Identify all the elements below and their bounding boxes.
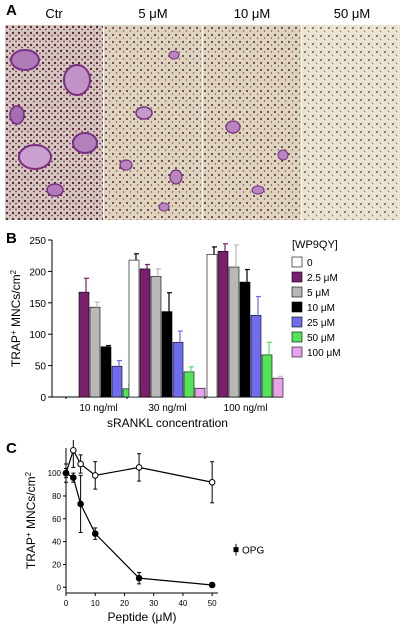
panel-b-letter: B [6,230,17,247]
y-axis-label: TRAP+ MNCs/cm2 [24,471,39,569]
bar [139,268,151,398]
x-tick-label: 30 [149,599,158,608]
y-tick-label: 250 [29,236,46,247]
legend-swatch [291,316,303,328]
data-point [208,478,216,486]
legend-swatch [291,256,303,268]
micrograph-5um [104,25,202,220]
data-point [208,581,216,589]
bar [228,266,240,398]
y-tick-label: 0 [57,583,62,592]
line-chart-panel-c: 0 20 40 60 80 100 0 10 20 30 40 50 TRAP+ MNCs/cm2 Pep… [24,440,264,624]
bar [261,354,273,398]
x-tick-label: 50 [208,599,217,608]
legend-title: [WP9QY] [292,239,338,251]
x-axis-label: Peptide (μM) [108,610,177,624]
x-tick-label: 20 [120,599,129,608]
data-point [70,474,77,481]
legend-label: 100 μM [307,348,341,359]
legend-label: 25 μM [307,318,335,329]
legend-label: 0 [307,258,313,269]
data-point [135,464,143,471]
data-point [70,446,77,454]
data-point [77,500,84,508]
x-category-label: 10 ng/ml [79,403,117,414]
y-tick-label: 40 [52,538,61,547]
bar [239,281,251,398]
series-line [65,448,213,483]
y-tick-label: 60 [52,515,61,524]
data-point [91,530,99,537]
legend-swatch [291,271,303,283]
x-tick-label: 40 [178,599,187,608]
x-tick-label: 10 [91,599,100,608]
y-tick-label: 50 [35,362,47,373]
y-tick-label: 0 [40,393,46,404]
opg-marker [233,547,239,553]
bar [100,346,112,398]
y-tick-label: 100 [29,330,46,341]
y-axis-label: TRAP+ MNCs/cm2 [9,269,24,367]
bar [217,251,229,398]
y-tick-label: 200 [29,267,46,278]
data-point [91,472,99,479]
bar [89,306,101,398]
y-tick-label: 150 [29,299,46,310]
legend-swatch [291,301,303,313]
x-axis-label: sRANKL concentration [107,416,228,430]
legend-label: 50 μM [307,333,335,344]
bar [128,259,140,398]
x-tick-label: 0 [64,599,69,608]
bar [272,377,284,398]
micrograph-10um [203,25,301,220]
legend-swatch [291,346,303,358]
bar [150,276,162,398]
bar [206,254,218,398]
legend-swatch [291,286,303,298]
column-label-5um: 5 μM [138,6,168,21]
column-label-10um: 10 μM [233,6,271,21]
legend-label: 10 μM [307,303,335,314]
x-category-label: 30 ng/ml [148,403,186,414]
y-tick-label: 20 [52,560,61,569]
series-line [65,472,213,586]
panel-a-letter: A [6,2,17,19]
column-label-ctr: Ctr [45,6,63,21]
legend-swatch [291,331,303,343]
data-point [77,460,84,468]
bar [78,291,90,398]
y-tick-label: 80 [52,492,61,501]
bar [194,387,206,398]
bar-chart-panel-b: 0 50 100 150 200 250 TRAP+ MNCs/cm2 10 ng/ml 30 … [9,236,341,430]
bar [111,365,123,398]
micrograph-50um [302,25,400,220]
micrograph-ctr [5,25,103,220]
bar [161,311,173,398]
opg-label: OPG [242,546,264,557]
y-tick-label: 100 [48,469,62,478]
legend-label: 5 μM [307,288,329,299]
data-point [62,469,70,477]
column-label-50um: 50 μM [333,6,371,21]
legend-label: 2.5 μM [307,273,338,284]
x-category-label: 100 ng/ml [224,403,268,414]
bar [250,315,262,398]
data-point [135,574,143,582]
bar [183,371,195,398]
bar [172,342,184,398]
panel-c-letter: C [6,440,17,457]
